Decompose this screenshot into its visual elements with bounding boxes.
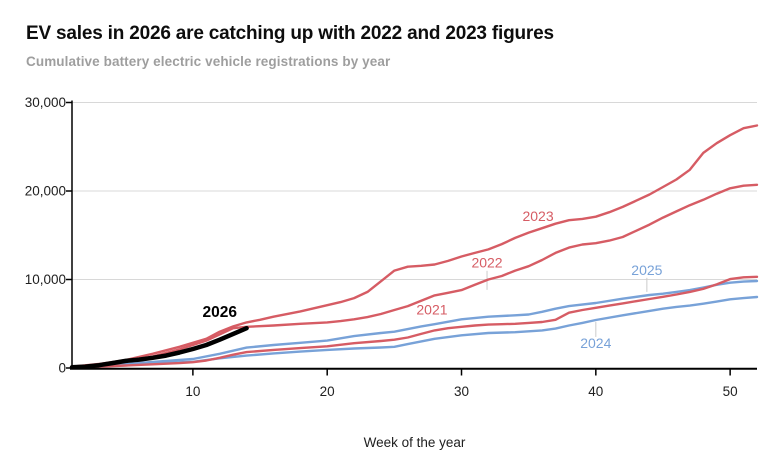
x-tick-label: 30 [454, 384, 469, 399]
year-label-2026: 2026 [203, 304, 238, 321]
year-label-2021: 2021 [416, 302, 447, 318]
chart-header: EV sales in 2026 are catching up with 20… [26, 22, 766, 69]
series-line-2023 [70, 124, 759, 368]
x-axis-title: Week of the year [364, 435, 466, 450]
x-tick-label: 50 [723, 384, 738, 399]
year-label-2025: 2025 [631, 262, 662, 278]
series-line-2021 [70, 275, 759, 369]
year-label-2024: 2024 [580, 335, 611, 351]
chart-title: EV sales in 2026 are catching up with 20… [26, 23, 554, 44]
series-line-2024 [70, 295, 759, 369]
x-tick-label: 10 [185, 384, 200, 399]
chart-subtitle: Cumulative battery electric vehicle regi… [26, 53, 391, 69]
x-tick-label: 20 [320, 384, 335, 399]
series-line-2026 [69, 325, 249, 370]
year-label-2022: 2022 [471, 255, 502, 271]
y-tick-label: 20,000 [25, 184, 66, 199]
series-line-2025 [70, 279, 759, 369]
y-tick-label: 30,000 [25, 95, 66, 110]
y-tick-label: 0 [58, 361, 66, 376]
year-label-2023: 2023 [522, 208, 553, 224]
x-tick-label: 40 [588, 384, 603, 399]
y-tick-label: 10,000 [25, 272, 66, 287]
series-line-2022 [70, 183, 759, 369]
